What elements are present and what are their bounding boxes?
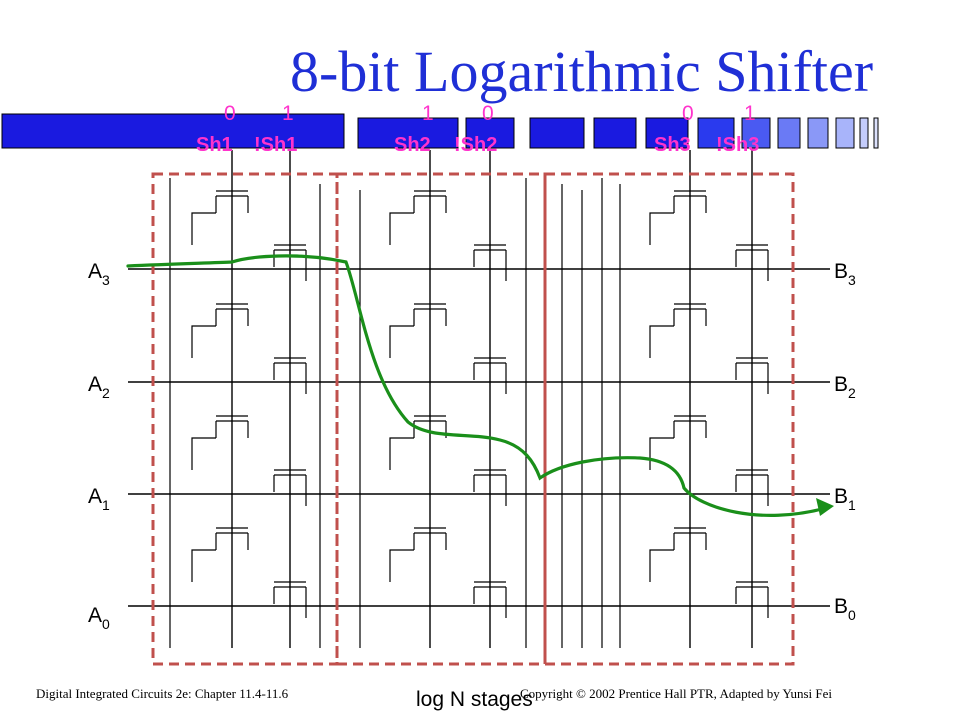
control-value: 1	[422, 102, 434, 125]
control-signal-name: Sh2	[394, 134, 431, 156]
control-signal-name: !Sh2	[454, 134, 497, 156]
control-signal-name: Sh1	[196, 134, 233, 156]
control-labels: 0 Sh1 1 !Sh1 1 Sh2 0 !Sh2 0 Sh3 1 !Sh3	[196, 102, 759, 156]
input-label-a3-letter: A	[88, 260, 102, 283]
banner-segment	[741, 117, 771, 149]
control-value: 0	[682, 102, 694, 125]
stage-link	[649, 437, 674, 470]
stage-link	[191, 549, 216, 582]
slide-title: 8-bit Logarithmic Shifter	[290, 39, 874, 104]
stage-link	[389, 549, 414, 582]
output-label-b0-letter: B	[834, 595, 848, 618]
output-label-b2: B2	[834, 373, 856, 401]
output-label-b3-letter: B	[834, 260, 848, 283]
banner-segment	[357, 117, 459, 149]
output-label-b1-subscript: 1	[848, 497, 856, 513]
circuit-wires	[128, 150, 830, 648]
input-label-a0: A0	[88, 604, 110, 632]
control-signal-name: !Sh3	[716, 134, 759, 156]
control-value: 1	[282, 102, 294, 125]
banner-segment	[1, 113, 345, 149]
input-label-a1-subscript: 1	[102, 497, 110, 513]
input-label-a2: A2	[88, 373, 110, 401]
banner-segment	[645, 117, 689, 149]
banner-segment	[835, 117, 855, 149]
data-path-arrowhead	[816, 498, 834, 516]
stage-link	[649, 212, 674, 245]
stage-box	[151, 172, 339, 666]
stage-link	[389, 212, 414, 245]
input-label-a1-letter: A	[88, 485, 102, 508]
banner-segment	[807, 117, 829, 149]
pass-transistors	[215, 190, 769, 604]
stage-link	[649, 549, 674, 582]
input-label-a2-letter: A	[88, 373, 102, 396]
control-value: 1	[744, 102, 756, 125]
data-path-curve	[126, 254, 828, 517]
stage-link	[191, 437, 216, 470]
output-label-b2-letter: B	[834, 373, 848, 396]
output-label-b3-subscript: 3	[848, 272, 856, 288]
output-label-b1-letter: B	[834, 485, 848, 508]
title-banner	[1, 113, 879, 149]
output-label-b3: B3	[834, 260, 856, 288]
input-label-a2-subscript: 2	[102, 385, 110, 401]
output-label-b2-subscript: 2	[848, 385, 856, 401]
banner-segment	[777, 117, 801, 149]
footer-copyright: Copyright © 2002 Prentice Hall PTR, Adap…	[520, 686, 832, 701]
control-signal-name: !Sh1	[254, 134, 297, 156]
banner-segment	[873, 117, 879, 149]
stage-box	[335, 172, 547, 666]
banner-segment	[697, 117, 735, 149]
input-label-a1: A1	[88, 485, 110, 513]
output-label-b0-subscript: 0	[848, 607, 856, 623]
banner-segment	[593, 117, 637, 149]
output-label-b1: B1	[834, 485, 856, 513]
stage-link	[649, 325, 674, 358]
stage-link	[191, 212, 216, 245]
input-label-a3: A3	[88, 260, 110, 288]
input-label-a0-letter: A	[88, 604, 102, 627]
stage-link	[389, 437, 414, 470]
input-label-a0-subscript: 0	[102, 616, 110, 632]
banner-segment	[529, 117, 585, 149]
input-label-a3-subscript: 3	[102, 272, 110, 288]
control-value: 0	[224, 102, 236, 125]
stage-link	[191, 325, 216, 358]
output-label-b0: B0	[834, 595, 856, 623]
banner-segment	[859, 117, 869, 149]
control-signal-name: Sh3	[654, 134, 691, 156]
control-value: 0	[482, 102, 494, 125]
stage-link	[389, 325, 414, 358]
stages-caption: log N stages	[416, 688, 533, 711]
stage-boxes	[151, 172, 795, 666]
banner-segment	[465, 117, 515, 149]
data-path	[126, 254, 834, 517]
footer-chapter: Digital Integrated Circuits 2e: Chapter …	[36, 686, 289, 701]
